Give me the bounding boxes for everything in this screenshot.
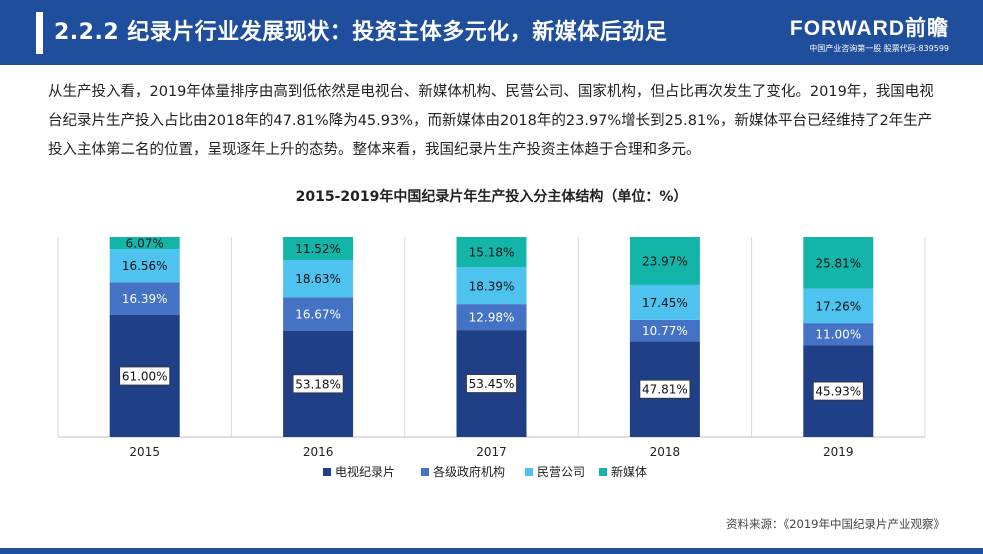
data-label: 11.52%	[295, 242, 341, 256]
data-label: 15.18%	[469, 246, 515, 260]
x-tick-label: 2019	[823, 445, 854, 459]
data-label: 17.45%	[642, 296, 688, 310]
data-label: 12.98%	[469, 311, 515, 325]
x-tick-label: 2017	[476, 445, 507, 459]
bottom-rule	[0, 548, 983, 554]
data-label: 10.77%	[642, 324, 688, 338]
bar-segment	[283, 237, 354, 261]
bar-segment	[803, 237, 874, 289]
data-label: 53.18%	[295, 377, 341, 391]
bar-segment	[109, 282, 180, 315]
page-title: 2.2.2 纪录片行业发展现状：投资主体多元化，新媒体后劲足	[54, 20, 668, 45]
data-label: 16.56%	[122, 259, 168, 273]
data-label-box	[292, 374, 344, 394]
data-label: 45.93%	[815, 385, 861, 399]
bar-segment	[283, 297, 354, 331]
bar-segment	[456, 267, 527, 305]
x-tick-label: 2015	[129, 445, 160, 459]
bar-segment	[456, 237, 527, 268]
header-banner: 2.2.2 纪录片行业发展现状：投资主体多元化，新媒体后劲足 FORWARD前瞻…	[0, 0, 983, 65]
summary-paragraph: 从生产投入看，2019年体量排序由高到低依然是电视台、新媒体机构、民营公司、国家…	[48, 84, 934, 158]
logo-subtitle: 中国产业咨询第一股 股票代码:839599	[809, 44, 949, 53]
data-label: 25.81%	[815, 256, 861, 270]
legend-swatch	[599, 468, 607, 476]
data-label: 47.81%	[642, 383, 688, 397]
legend-swatch	[323, 468, 331, 476]
bar-segment	[629, 319, 700, 342]
bar-segment	[283, 260, 354, 298]
legend-label: 民营公司	[537, 465, 585, 479]
data-label: 17.26%	[815, 299, 861, 313]
data-label: 16.67%	[295, 307, 341, 321]
bar-segment	[109, 249, 180, 283]
data-label: 16.39%	[122, 292, 168, 306]
data-label: 23.97%	[642, 254, 688, 268]
title-accent-bar	[36, 12, 43, 54]
legend-swatch	[421, 468, 429, 476]
chart-title: 2015-2019年中国纪录片年生产投入分主体结构（单位：%）	[295, 189, 688, 205]
data-label-box	[639, 379, 691, 399]
bar-segment	[803, 288, 874, 324]
company-logo: FORWARD前瞻 中国产业咨询第一股 股票代码:839599	[790, 12, 949, 54]
data-label: 11.00%	[815, 328, 861, 342]
legend-label: 各级政府机构	[433, 464, 505, 479]
bar-segment	[629, 284, 700, 320]
legend-label: 新媒体	[611, 464, 647, 479]
data-label: 18.39%	[469, 279, 515, 293]
data-label: 53.45%	[469, 377, 515, 391]
bar-segment	[629, 237, 700, 285]
bar-segment	[109, 236, 180, 250]
data-label-box	[466, 374, 517, 393]
x-tick-label: 2018	[650, 445, 681, 459]
data-label: 18.63%	[295, 272, 341, 286]
data-label: 61.00%	[122, 370, 168, 384]
logo-brand-text: FORWARD前瞻	[789, 17, 949, 40]
source-note: 资料来源：《2019年中国纪录片产业观察》	[725, 517, 945, 531]
data-label: 6.07%	[126, 237, 164, 251]
legend-label: 电视纪录片	[335, 464, 395, 479]
data-label-box	[812, 381, 864, 401]
data-label-box	[119, 366, 171, 386]
x-tick-label: 2016	[303, 445, 334, 459]
legend-swatch	[525, 468, 533, 476]
bar-segment	[456, 304, 527, 331]
bar-segment	[803, 323, 874, 346]
